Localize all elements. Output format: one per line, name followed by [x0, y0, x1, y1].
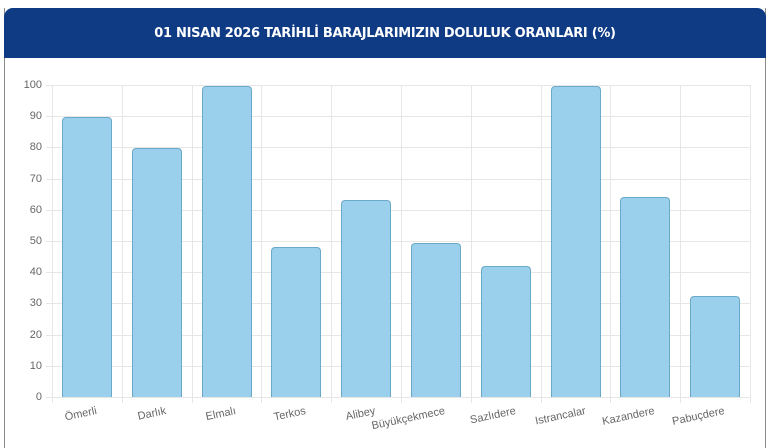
chart-title: 01 NISAN 2026 TARİHLİ BARAJLARIMIZIN DOL… [154, 25, 616, 41]
chart-panel [4, 8, 766, 448]
bar-istrancalar[interactable] [550, 85, 601, 397]
bar-darlık[interactable] [131, 148, 182, 397]
bar-alibey[interactable] [341, 200, 392, 397]
y-tick-label: 0 [35, 391, 42, 403]
bar-kazandere[interactable] [620, 197, 671, 397]
bar-ömerli[interactable] [61, 117, 112, 397]
bar-elmalı[interactable] [201, 85, 252, 397]
y-tick-label: 70 [29, 173, 42, 185]
y-tick-label: 80 [29, 141, 42, 153]
y-tick-label: 40 [29, 266, 42, 278]
bar-pabuçdere[interactable] [690, 295, 741, 397]
bar-terkos[interactable] [271, 246, 322, 397]
y-tick-label: 100 [23, 79, 42, 91]
y-tick-label: 50 [29, 235, 42, 247]
bar-sazlıdere[interactable] [480, 265, 531, 397]
y-tick-label: 30 [29, 297, 42, 309]
y-tick-label: 90 [29, 110, 42, 122]
chart-header: 01 NISAN 2026 TARİHLİ BARAJLARIMIZIN DOL… [4, 8, 766, 58]
y-tick-label: 10 [29, 360, 42, 372]
y-tick-label: 20 [29, 329, 42, 341]
y-tick-label: 60 [29, 204, 42, 216]
bar-büyükçekmece[interactable] [410, 242, 461, 397]
